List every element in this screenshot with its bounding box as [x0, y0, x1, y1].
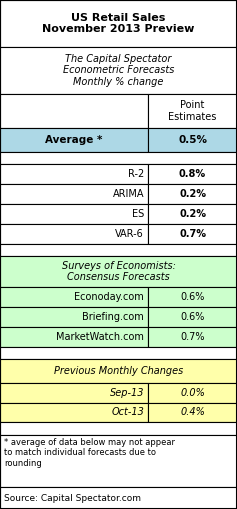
- Bar: [0, 244, 237, 257]
- Text: 0.2%: 0.2%: [179, 209, 206, 219]
- Bar: [0, 128, 148, 152]
- Text: 0.0%: 0.0%: [180, 387, 205, 398]
- Text: The Capital Spectator
Econometric Forecasts
Monthly % change: The Capital Spectator Econometric Foreca…: [63, 54, 174, 87]
- Text: ES: ES: [132, 209, 144, 219]
- Bar: [0, 403, 148, 422]
- Bar: [148, 383, 237, 403]
- Text: Previous Monthly Changes: Previous Monthly Changes: [54, 366, 183, 376]
- Bar: [148, 128, 237, 152]
- Text: 0.7%: 0.7%: [180, 332, 205, 342]
- Text: US Retail Sales
November 2013 Preview: US Retail Sales November 2013 Preview: [42, 13, 195, 34]
- Text: 0.2%: 0.2%: [179, 189, 206, 199]
- Text: Briefing.com: Briefing.com: [82, 312, 144, 322]
- Bar: [0, 164, 148, 184]
- Text: Source: Capital Spectator.com: Source: Capital Spectator.com: [4, 494, 141, 503]
- Bar: [148, 164, 237, 184]
- Bar: [148, 403, 237, 422]
- Text: 0.4%: 0.4%: [180, 407, 205, 417]
- Text: 0.7%: 0.7%: [179, 229, 206, 239]
- Bar: [0, 359, 237, 383]
- Bar: [0, 224, 148, 244]
- Bar: [148, 327, 237, 347]
- Bar: [0, 184, 148, 204]
- Text: R-2: R-2: [128, 169, 144, 179]
- Bar: [0, 94, 148, 128]
- Bar: [0, 435, 237, 487]
- Text: 0.6%: 0.6%: [180, 312, 205, 322]
- Bar: [148, 204, 237, 224]
- Text: * average of data below may not appear
to match individual forecasts due to
roun: * average of data below may not appear t…: [4, 438, 175, 468]
- Text: VAR-6: VAR-6: [115, 229, 144, 239]
- Bar: [148, 184, 237, 204]
- Text: Oct-13: Oct-13: [111, 407, 144, 417]
- Bar: [0, 152, 237, 164]
- Bar: [0, 347, 237, 359]
- Text: Average *: Average *: [45, 135, 103, 145]
- Bar: [0, 327, 148, 347]
- Bar: [0, 204, 148, 224]
- Bar: [148, 307, 237, 327]
- Text: 0.8%: 0.8%: [179, 169, 206, 179]
- Text: 0.5%: 0.5%: [178, 135, 207, 145]
- Bar: [0, 383, 148, 403]
- Text: ARIMA: ARIMA: [113, 189, 144, 199]
- Text: Point
Estimates: Point Estimates: [168, 100, 217, 122]
- Bar: [0, 0, 237, 47]
- Bar: [0, 257, 237, 287]
- Text: 0.6%: 0.6%: [180, 292, 205, 302]
- Bar: [0, 422, 237, 435]
- Text: Surveys of Economists:
Consensus Forecasts: Surveys of Economists: Consensus Forecas…: [62, 261, 175, 282]
- Bar: [148, 224, 237, 244]
- Text: Econoday.com: Econoday.com: [74, 292, 144, 302]
- Text: MarketWatch.com: MarketWatch.com: [56, 332, 144, 342]
- Bar: [0, 487, 237, 509]
- Bar: [148, 94, 237, 128]
- Bar: [148, 287, 237, 307]
- Bar: [0, 287, 148, 307]
- Bar: [0, 47, 237, 94]
- Bar: [0, 307, 148, 327]
- Text: Sep-13: Sep-13: [110, 387, 144, 398]
